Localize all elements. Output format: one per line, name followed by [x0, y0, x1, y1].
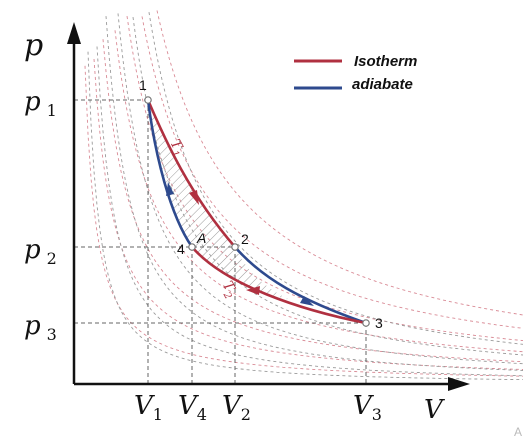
state-point-3	[362, 319, 370, 327]
adiabat-2-3-curve	[234, 246, 367, 325]
background-curve-1	[93, 58, 524, 370]
arrow-adiabat-4-1	[166, 182, 174, 196]
axes	[67, 22, 470, 391]
isotherm-t2-curve	[191, 246, 367, 325]
background-curve-8	[96, 46, 524, 377]
background-curves	[84, 10, 524, 381]
state-point-4	[188, 243, 196, 251]
arrow-isotherm-t1	[189, 190, 199, 205]
x-tick-v1: V1	[134, 391, 163, 424]
state-point-2	[231, 243, 239, 251]
background-curve-6	[156, 10, 524, 316]
y-axis-label: p	[24, 28, 43, 63]
background-curve-2	[102, 39, 524, 363]
adiabat-4-1-curve	[146, 99, 194, 248]
point-label-a: A	[196, 230, 206, 246]
isotherm-t1-curve	[146, 99, 236, 248]
legend: Isotherm adiabate	[294, 53, 417, 93]
arrow-isotherm-t2	[246, 286, 260, 295]
legend-adiabate-label: adiabate	[352, 76, 413, 93]
state-point-1	[144, 96, 152, 104]
point-label-1: 1	[139, 77, 147, 93]
point-label-3: 3	[375, 315, 383, 331]
x-tick-v3: V3	[353, 391, 382, 424]
point-label-4: 4	[177, 241, 185, 257]
y-axis-arrow	[67, 22, 81, 44]
background-curve-10	[117, 13, 524, 365]
background-curve-9	[105, 16, 524, 371]
x-tick-v4: V4	[178, 391, 207, 424]
corner-mark: A	[514, 425, 522, 439]
point-label-2: 2	[241, 231, 249, 247]
x-axis-label: V	[424, 395, 445, 425]
background-curve-7	[87, 51, 523, 381]
cycle-hatched-area	[148, 100, 235, 247]
background-curve-3	[114, 30, 524, 353]
x-axis-arrow	[448, 377, 470, 391]
state-points	[144, 96, 370, 327]
arrow-adiabat-2-3	[300, 296, 314, 306]
x-tick-v2: V2	[222, 391, 251, 424]
background-curve-12	[148, 10, 524, 345]
background-curve-11	[132, 17, 524, 356]
legend-isotherm-label: Isotherm	[354, 53, 417, 70]
background-curve-5	[141, 16, 524, 329]
cycle-hatched-area-lower	[192, 247, 290, 300]
guide-lines	[74, 99, 367, 384]
